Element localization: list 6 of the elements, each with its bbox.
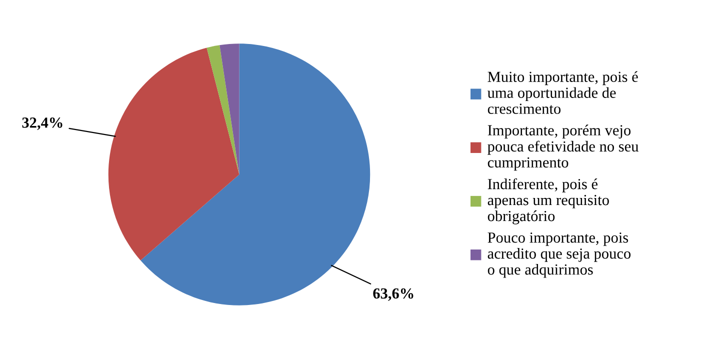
legend-label: Indiferente, pois é apenas um requisito obrigatório — [488, 178, 609, 224]
legend-label: Importante, porém vejo pouca efetividade no seu cumprimento — [488, 124, 638, 171]
data-label: 32,4% — [22, 117, 62, 130]
data-label: 63,6% — [373, 288, 414, 301]
legend-label: Muito importante, pois é uma oportunidade de crescimento — [488, 71, 638, 114]
legend-label: Pouco importante, pois acredito que seja pouco o que adquirimos — [488, 232, 631, 278]
